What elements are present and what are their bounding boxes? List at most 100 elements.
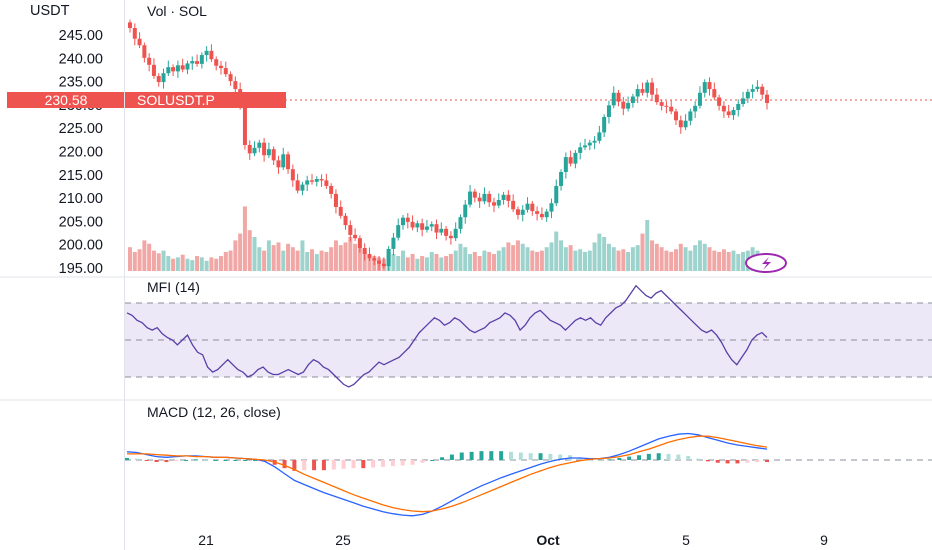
candle-body xyxy=(578,147,583,153)
volume-bar xyxy=(568,245,573,271)
last-price-tag[interactable] xyxy=(7,92,124,108)
candle-body xyxy=(151,64,156,77)
volume-bar xyxy=(630,247,635,271)
candle-body xyxy=(410,221,415,228)
candle-body xyxy=(314,178,319,182)
candle-body xyxy=(659,102,664,106)
candle-body xyxy=(219,65,223,69)
candle-body xyxy=(630,96,635,104)
candle-body xyxy=(262,142,267,156)
volume-bar xyxy=(434,254,439,271)
price-axis-ticks[interactable]: 245.00240.00235.00230.00225.00220.00215.… xyxy=(59,28,103,277)
macd-histogram-bar xyxy=(509,451,513,460)
macd-histogram-bar xyxy=(361,460,366,469)
candle-body xyxy=(429,224,434,227)
candle-body xyxy=(386,248,391,267)
macd-histogram-bar xyxy=(430,460,435,461)
macd-histogram-bar xyxy=(627,456,632,460)
price-tick-label: 220.00 xyxy=(59,145,103,161)
candle-body xyxy=(295,180,300,191)
macd-histogram-bar xyxy=(351,460,356,469)
candle-body xyxy=(621,101,626,109)
volume-bar xyxy=(477,256,482,271)
volume-bar xyxy=(223,251,228,271)
macd-histogram-bar xyxy=(449,454,454,460)
volume-bar xyxy=(678,243,683,271)
candles[interactable] xyxy=(128,19,769,271)
candle-body xyxy=(592,140,597,143)
volume-bar xyxy=(702,243,707,271)
candle-body xyxy=(324,180,329,186)
candle-body xyxy=(290,169,295,181)
volume-bar xyxy=(209,257,214,271)
volume-bar xyxy=(147,243,152,271)
volume-bar xyxy=(688,250,693,271)
xaxis-label-25: 25 xyxy=(335,532,351,548)
candle-body xyxy=(453,228,458,239)
macd-histogram-bar xyxy=(420,460,425,463)
candle-body xyxy=(606,105,611,118)
lightning-icon[interactable] xyxy=(745,253,787,273)
volume-bar xyxy=(166,256,171,271)
volume-bar xyxy=(338,245,343,271)
macd-histogram-bar xyxy=(696,458,701,460)
volume-bar xyxy=(611,247,616,271)
volume-bar xyxy=(262,250,267,271)
candle-body xyxy=(185,63,190,70)
volume-bar xyxy=(525,247,530,271)
candle-body xyxy=(377,260,382,264)
candle-body xyxy=(329,185,334,194)
volume-bar xyxy=(573,250,578,271)
macd-histogram-bar xyxy=(144,460,149,461)
volume-bar xyxy=(707,247,712,271)
volume-bar xyxy=(319,250,324,271)
candle-body xyxy=(741,98,746,104)
candle-body xyxy=(549,203,554,212)
macd-histogram-bar xyxy=(223,460,228,461)
mfi-legend[interactable]: MFI (14) xyxy=(147,279,200,295)
volume-bar xyxy=(506,242,511,271)
candle-body xyxy=(554,185,559,204)
candle-body xyxy=(458,217,463,229)
candle-body xyxy=(357,238,362,248)
macd-histogram-bar xyxy=(262,460,267,462)
volume-bar xyxy=(530,250,535,271)
candle-body xyxy=(611,92,616,106)
volume-bar xyxy=(669,251,674,271)
volume-bar xyxy=(492,254,496,271)
candle-body xyxy=(664,105,669,107)
volume-bar xyxy=(448,254,453,271)
macd-histogram-bar xyxy=(341,460,346,469)
volume-bar xyxy=(290,247,295,271)
macd-histogram-bar xyxy=(243,460,248,461)
candle-body xyxy=(434,224,439,233)
volume-legend[interactable]: Vol · SOL xyxy=(147,3,207,19)
macd-histogram-bar xyxy=(518,452,523,460)
macd-histogram-bar xyxy=(371,460,376,468)
volume-bar xyxy=(357,247,362,271)
volume-bars xyxy=(128,206,769,271)
volume-bar xyxy=(439,257,444,271)
macd-histogram-bar xyxy=(440,457,445,460)
macd-histogram-bar xyxy=(489,451,494,460)
symbol-tag[interactable] xyxy=(125,92,286,108)
candle-body xyxy=(697,92,702,106)
candle-body xyxy=(477,197,482,202)
macd-legend[interactable]: MACD (12, 26, close) xyxy=(147,404,281,420)
price-tick-label: 210.00 xyxy=(59,191,103,207)
macd-histogram-bar xyxy=(125,457,129,460)
candle-body xyxy=(492,202,496,206)
price-tick-label: 215.00 xyxy=(59,168,103,184)
candle-body xyxy=(171,67,176,72)
macd-histogram-bar xyxy=(755,460,760,463)
candle-body xyxy=(597,132,602,141)
volume-bar xyxy=(645,220,650,271)
candle-body xyxy=(583,145,587,148)
macd-histogram-bar xyxy=(381,460,385,467)
macd-histogram-bar xyxy=(164,460,169,463)
candle-body xyxy=(137,38,142,46)
candle-body xyxy=(448,235,453,239)
volume-bar xyxy=(626,251,631,271)
volume-bar xyxy=(195,256,200,271)
